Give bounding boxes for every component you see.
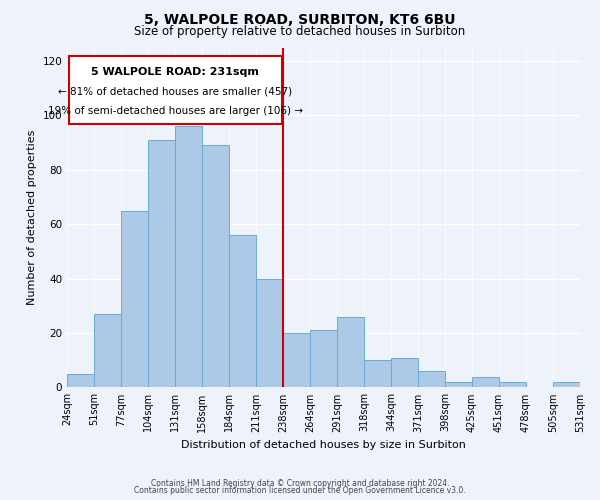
Bar [283, 333, 310, 388]
Bar [202, 146, 229, 388]
Bar [256, 278, 283, 388]
Bar [67, 374, 94, 388]
Bar [391, 358, 418, 388]
Text: Contains public sector information licensed under the Open Government Licence v3: Contains public sector information licen… [134, 486, 466, 495]
Text: ← 81% of detached houses are smaller (457): ← 81% of detached houses are smaller (45… [58, 87, 292, 97]
Text: 19% of semi-detached houses are larger (106) →: 19% of semi-detached houses are larger (… [47, 106, 302, 116]
Bar [148, 140, 175, 388]
Text: 5 WALPOLE ROAD: 231sqm: 5 WALPOLE ROAD: 231sqm [91, 66, 259, 76]
Bar [445, 382, 472, 388]
Text: Size of property relative to detached houses in Surbiton: Size of property relative to detached ho… [134, 25, 466, 38]
Bar [418, 371, 445, 388]
X-axis label: Distribution of detached houses by size in Surbiton: Distribution of detached houses by size … [181, 440, 466, 450]
Bar [553, 382, 580, 388]
FancyBboxPatch shape [68, 56, 282, 124]
Bar [175, 126, 202, 388]
Bar [310, 330, 337, 388]
Bar [364, 360, 391, 388]
Bar [472, 376, 499, 388]
Bar [337, 316, 364, 388]
Bar [229, 235, 256, 388]
Y-axis label: Number of detached properties: Number of detached properties [27, 130, 37, 305]
Bar [94, 314, 121, 388]
Bar [121, 210, 148, 388]
Text: Contains HM Land Registry data © Crown copyright and database right 2024.: Contains HM Land Registry data © Crown c… [151, 478, 449, 488]
Text: 5, WALPOLE ROAD, SURBITON, KT6 6BU: 5, WALPOLE ROAD, SURBITON, KT6 6BU [144, 12, 456, 26]
Bar [499, 382, 526, 388]
